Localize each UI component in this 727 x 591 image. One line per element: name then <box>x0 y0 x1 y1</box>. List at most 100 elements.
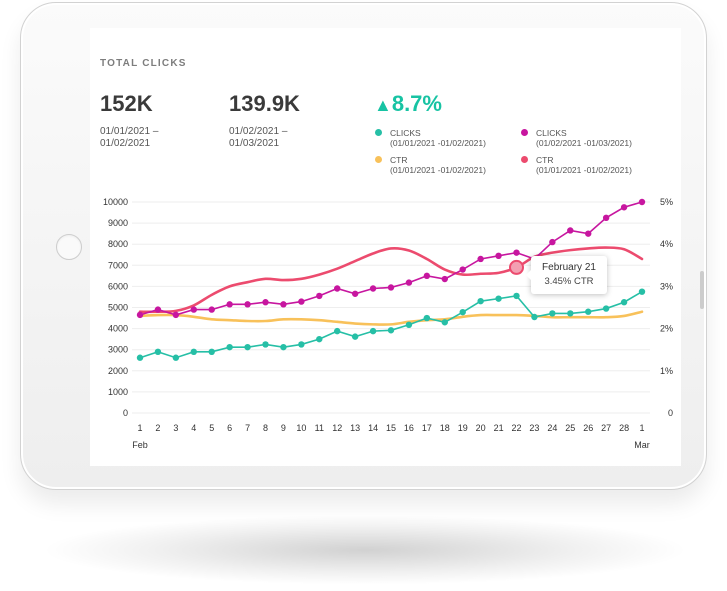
data-point <box>226 301 233 308</box>
y-left-tick-label: 2000 <box>108 366 128 376</box>
data-point <box>602 214 610 222</box>
y-left-tick-label: 5000 <box>108 303 128 313</box>
data-point <box>441 275 448 283</box>
data-point <box>477 297 484 305</box>
legend-label: CLICKS <box>390 128 421 138</box>
data-point <box>172 311 180 319</box>
legend-label: CTR <box>390 155 408 165</box>
data-point <box>585 230 592 237</box>
y-left-tick-label: 7000 <box>108 260 128 270</box>
legend-item-ctr-p1[interactable]: CTR (01/01/2021 -01/02/2021) <box>375 155 486 175</box>
y-left-tick-label: 4000 <box>108 324 128 334</box>
legend-item-clicks-p1[interactable]: CLICKS (01/01/2021 -01/02/2021) <box>375 128 486 148</box>
x-tick-label: 26 <box>583 423 593 433</box>
x-tick-label: 3 <box>173 423 178 433</box>
legend-dot-icon <box>375 156 382 163</box>
floor-shadow <box>40 515 690 585</box>
data-point <box>495 252 502 260</box>
data-point <box>459 266 466 273</box>
data-point <box>405 279 413 286</box>
x-tick-label: 6 <box>227 423 232 433</box>
data-point <box>190 348 197 356</box>
x-tick-label: 14 <box>368 423 378 433</box>
y-left-tick-label: 1000 <box>108 387 128 397</box>
data-point <box>351 290 359 297</box>
data-point <box>405 321 413 329</box>
data-point <box>549 310 556 317</box>
legend-dot-icon <box>521 156 528 163</box>
data-point <box>244 301 251 308</box>
x-tick-label: 9 <box>281 423 286 433</box>
data-point <box>208 306 215 313</box>
legend-dot-icon <box>521 129 528 136</box>
x-tick-label: 8 <box>263 423 268 433</box>
x-tick-label: 13 <box>350 423 360 433</box>
legend-range: (01/01/2021 -01/02/2021) <box>390 138 486 148</box>
data-point <box>226 343 233 351</box>
legend-item-ctr-p2[interactable]: CTR (01/01/2021 -01/02/2021) <box>521 155 632 175</box>
kpi-clicks-period-2: 139.9K <box>229 91 300 116</box>
x-tick-label: 17 <box>422 423 432 433</box>
y-right-tick-label: 1% <box>660 366 673 376</box>
data-point <box>334 327 341 335</box>
y-left-tick-label: 0 <box>123 408 128 418</box>
data-point <box>602 305 610 312</box>
data-point <box>387 327 395 334</box>
data-point <box>351 333 359 340</box>
x-tick-label: 10 <box>296 423 306 433</box>
data-point <box>620 299 628 306</box>
data-point <box>369 327 377 335</box>
kpi-dates-period-1: 01/01/2021 – 01/02/2021 <box>100 126 158 150</box>
x-tick-label: 7 <box>245 423 250 433</box>
data-point <box>190 306 197 313</box>
legend-range: (01/02/2021 -01/03/2021) <box>536 138 632 148</box>
legend-item-clicks-p2[interactable]: CLICKS (01/02/2021 -01/03/2021) <box>521 128 632 148</box>
data-point <box>136 354 144 361</box>
data-point <box>280 301 287 308</box>
y-right-tick-label: 5% <box>660 197 673 207</box>
legend-range: (01/01/2021 -01/02/2021) <box>536 165 632 175</box>
x-tick-label: 12 <box>332 423 342 433</box>
x-tick-label: 24 <box>547 423 557 433</box>
data-point <box>567 227 574 234</box>
data-point <box>208 348 215 356</box>
data-point <box>262 341 269 348</box>
data-point <box>441 319 448 326</box>
kpi-change-value: 8.7% <box>391 91 442 116</box>
x-tick-label: 15 <box>386 423 396 433</box>
kpi-date-end: 01/02/2021 <box>100 138 151 149</box>
data-point <box>316 335 323 343</box>
data-point <box>567 310 574 317</box>
data-point <box>477 255 484 263</box>
x-tick-label: 22 <box>511 423 521 433</box>
legend-range: (01/01/2021 -01/02/2021) <box>390 165 486 175</box>
kpi-dates-period-2: 01/02/2021 – 01/03/2021 <box>229 126 287 150</box>
kpi-change: ▲8.7% <box>374 91 442 117</box>
home-button[interactable] <box>56 234 82 260</box>
x-tick-label: 19 <box>458 423 468 433</box>
y-left-tick-label: 9000 <box>108 218 128 228</box>
x-tick-label: 4 <box>191 423 196 433</box>
x-tick-label: 20 <box>476 423 486 433</box>
data-point <box>459 308 466 316</box>
data-point <box>495 295 502 302</box>
data-point <box>387 284 395 291</box>
x-tick-label: 18 <box>440 423 450 433</box>
x-month-label: Mar <box>634 440 650 450</box>
data-point <box>316 292 323 300</box>
series-line <box>138 310 644 326</box>
x-tick-label: 23 <box>529 423 539 433</box>
data-point <box>172 354 180 361</box>
legend-label: CTR <box>536 155 554 165</box>
legend-label: CLICKS <box>536 128 567 138</box>
x-tick-label: 28 <box>619 423 629 433</box>
y-left-tick-label: 3000 <box>108 345 128 355</box>
data-point <box>244 343 251 351</box>
data-point <box>154 348 162 356</box>
x-month-label: Feb <box>132 440 148 450</box>
kpi-clicks-period-1: 152K <box>100 91 153 116</box>
kpi-date-start: 01/01/2021 – <box>100 126 159 137</box>
x-tick-label: 1 <box>639 423 644 433</box>
side-button[interactable] <box>700 271 704 309</box>
data-point <box>154 306 162 313</box>
